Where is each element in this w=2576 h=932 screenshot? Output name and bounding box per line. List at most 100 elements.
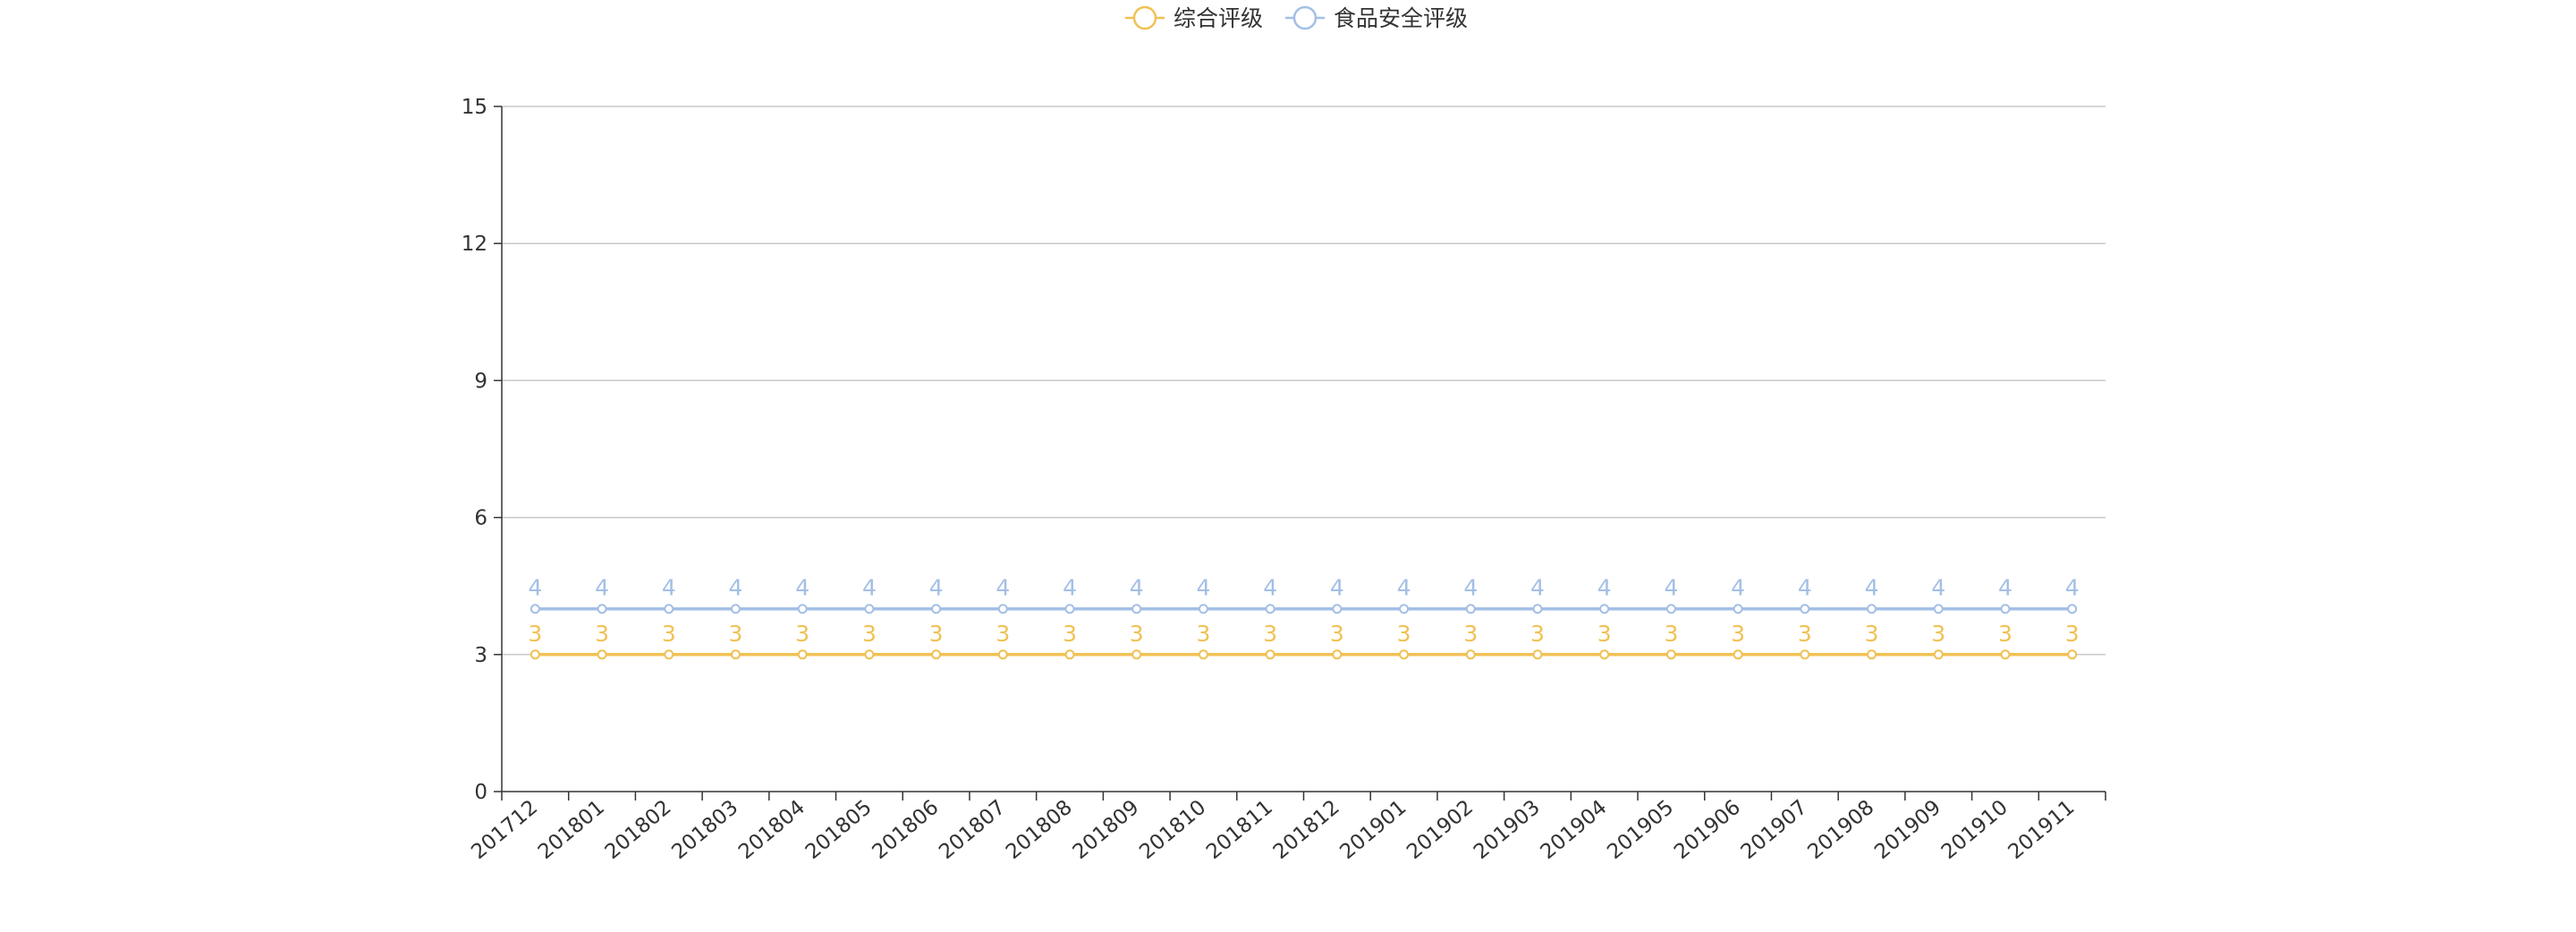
data-point	[1399, 604, 1410, 614]
data-label: 4	[1330, 575, 1344, 601]
data-label: 3	[729, 621, 743, 647]
x-tick-label: 201802	[601, 796, 676, 864]
x-tick-label: 201810	[1135, 796, 1210, 864]
data-point	[1465, 604, 1476, 614]
data-label: 4	[1597, 575, 1612, 601]
data-point	[530, 604, 540, 614]
data-label: 3	[2065, 621, 2080, 647]
data-label: 3	[662, 621, 676, 647]
data-label: 3	[1597, 621, 1612, 647]
data-point	[530, 649, 540, 660]
data-label: 3	[528, 621, 542, 647]
data-label: 3	[1865, 621, 1879, 647]
legend-label: 综合评级	[1174, 5, 1263, 31]
data-point	[1332, 649, 1343, 660]
data-label: 3	[1731, 621, 1745, 647]
x-tick-label: 201812	[1269, 796, 1344, 864]
data-point	[1733, 604, 1743, 614]
data-label: 3	[1063, 621, 1077, 647]
data-label: 3	[1530, 621, 1545, 647]
x-tick-label: 201811	[1202, 796, 1277, 864]
data-label: 4	[1130, 575, 1144, 601]
data-point	[1332, 604, 1343, 614]
x-tick-label: 201809	[1069, 796, 1144, 864]
data-label: 3	[1998, 621, 2012, 647]
data-label: 3	[1330, 621, 1344, 647]
data-label: 3	[1798, 621, 1812, 647]
data-label: 4	[795, 575, 809, 601]
data-label: 3	[1196, 621, 1210, 647]
data-point	[1198, 649, 1208, 660]
x-tick-label: 201806	[868, 796, 943, 864]
data-point	[664, 649, 674, 660]
series-layer	[530, 604, 2078, 660]
y-tick-label: 9	[474, 369, 487, 393]
data-point	[1800, 649, 1810, 660]
data-label: 4	[862, 575, 877, 601]
data-label: 3	[1397, 621, 1411, 647]
x-tick-label: 201904	[1537, 796, 1612, 864]
data-point	[2000, 649, 2011, 660]
x-tick-label: 201805	[801, 796, 877, 864]
data-point	[730, 649, 741, 660]
data-point	[597, 649, 607, 660]
data-label: 4	[1865, 575, 1879, 601]
data-point	[1867, 649, 1877, 660]
x-tick-label: 201909	[1870, 796, 1945, 864]
data-point	[1733, 649, 1743, 660]
data-point	[1599, 649, 1610, 660]
x-tick-label: 201712	[467, 796, 542, 864]
data-point	[2000, 604, 2011, 614]
data-point	[1265, 649, 1275, 660]
y-tick-label: 12	[462, 233, 487, 256]
x-tick-label: 201801	[534, 796, 609, 864]
data-point	[1665, 649, 1676, 660]
data-label: 4	[1530, 575, 1545, 601]
y-tick-label: 3	[474, 644, 487, 667]
data-point	[1532, 649, 1543, 660]
data-label: 3	[1463, 621, 1478, 647]
data-label: 4	[1798, 575, 1812, 601]
data-label: 4	[528, 575, 542, 601]
x-tick-label: 201907	[1737, 796, 1812, 864]
data-label: 4	[1196, 575, 1210, 601]
data-point	[1064, 649, 1075, 660]
x-tick-label: 201906	[1670, 796, 1745, 864]
data-label: 4	[1263, 575, 1277, 601]
data-point	[797, 649, 808, 660]
data-label: 3	[1664, 621, 1678, 647]
legend-marker	[1292, 5, 1318, 30]
data-label: 4	[729, 575, 743, 601]
data-point	[1399, 649, 1410, 660]
data-label: 3	[862, 621, 877, 647]
data-point	[2067, 604, 2078, 614]
data-point	[1665, 604, 1676, 614]
data-point	[730, 604, 741, 614]
x-tick-label: 201910	[1937, 796, 2012, 864]
data-label: 4	[1664, 575, 1678, 601]
data-label: 4	[929, 575, 944, 601]
data-label: 4	[595, 575, 609, 601]
data-label: 3	[1263, 621, 1277, 647]
y-tick-label: 0	[474, 781, 487, 804]
data-label: 4	[1931, 575, 1945, 601]
data-point	[1933, 604, 1944, 614]
data-point	[997, 604, 1008, 614]
legend-label: 食品安全评级	[1334, 5, 1468, 31]
data-point	[1265, 604, 1275, 614]
legend-marker	[1132, 5, 1157, 30]
data-point	[1532, 604, 1543, 614]
data-point	[997, 649, 1008, 660]
data-point	[931, 649, 942, 660]
data-label: 4	[1463, 575, 1478, 601]
data-point	[1465, 649, 1476, 660]
grid	[502, 106, 2106, 656]
x-tick-label: 201902	[1402, 796, 1478, 864]
x-tick-label: 201905	[1603, 796, 1678, 864]
data-point	[1933, 649, 1944, 660]
data-point	[1867, 604, 1877, 614]
data-label: 4	[1063, 575, 1077, 601]
x-tick-label: 201808	[1002, 796, 1077, 864]
x-tick-label: 201807	[935, 796, 1010, 864]
